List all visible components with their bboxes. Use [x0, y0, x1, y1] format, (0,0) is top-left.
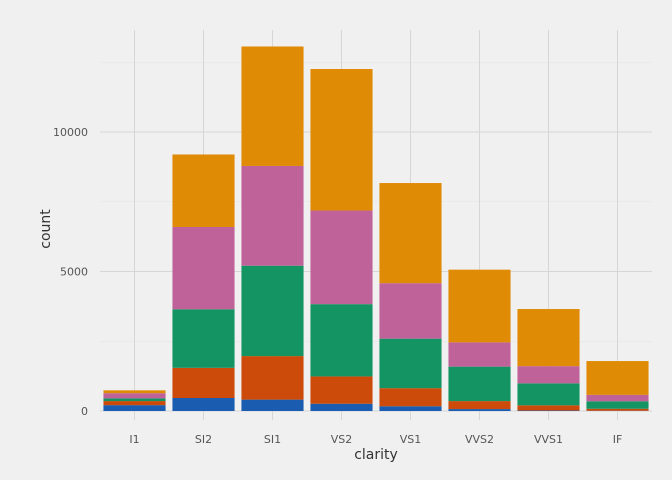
bar-segment: [586, 401, 649, 409]
bar-segment: [517, 383, 580, 406]
bar-segment: [172, 367, 235, 398]
bar-segment: [379, 338, 442, 389]
bar-segment: [103, 390, 166, 394]
bar-segment: [379, 388, 442, 407]
bars: [103, 46, 649, 411]
bar-segment: [172, 154, 235, 227]
bar-segment: [172, 397, 235, 411]
bar-segment: [517, 405, 580, 411]
x-axis-ticks: I1 SI2 SI1 VS2 VS1 VVS2 VVS1 IF: [129, 433, 622, 446]
bar-segment: [103, 401, 166, 406]
y-tick-label: 10000: [53, 126, 88, 139]
bar-segment: [448, 269, 511, 343]
x-tick-label: SI2: [195, 433, 212, 446]
bar-segment: [310, 376, 373, 404]
bar-segment: [310, 403, 373, 411]
bar-segment: [241, 165, 304, 266]
bar-segment: [241, 356, 304, 400]
y-axis-title: count: [38, 209, 54, 249]
bar-segment: [379, 183, 442, 284]
x-tick-label: VS1: [400, 433, 422, 446]
bar-segment: [586, 408, 649, 411]
x-tick-label: VVS2: [465, 433, 494, 446]
y-tick-label: 0: [81, 405, 88, 418]
bar-segment: [448, 366, 511, 402]
bar-segment: [103, 393, 166, 399]
y-tick-label: 5000: [60, 266, 88, 279]
bar-segment: [172, 309, 235, 368]
bar-segment: [517, 366, 580, 384]
x-axis-title: clarity: [354, 447, 398, 463]
bar-segment: [448, 401, 511, 410]
bar-segment: [379, 406, 442, 411]
bar-segment: [586, 394, 649, 402]
bar-segment: [241, 265, 304, 357]
bar-segment: [310, 304, 373, 377]
bar-segment: [103, 398, 166, 402]
x-tick-label: I1: [129, 433, 139, 446]
bar-segment: [172, 226, 235, 310]
bar-segment: [586, 361, 649, 395]
bar-segment: [379, 283, 442, 339]
bar-segment: [310, 69, 373, 211]
x-tick-label: VVS1: [534, 433, 563, 446]
bar-segment: [448, 409, 511, 411]
bar-segment: [517, 309, 580, 367]
bar-segment: [310, 210, 373, 305]
x-tick-label: IF: [613, 433, 623, 446]
x-tick-label: SI1: [264, 433, 281, 446]
y-axis-ticks: 0 5000 10000: [53, 126, 88, 418]
bar-segment: [241, 399, 304, 411]
bar-segment: [241, 46, 304, 166]
x-tick-label: VS2: [331, 433, 353, 446]
bar-segment: [103, 405, 166, 411]
bar-segment: [448, 342, 511, 367]
